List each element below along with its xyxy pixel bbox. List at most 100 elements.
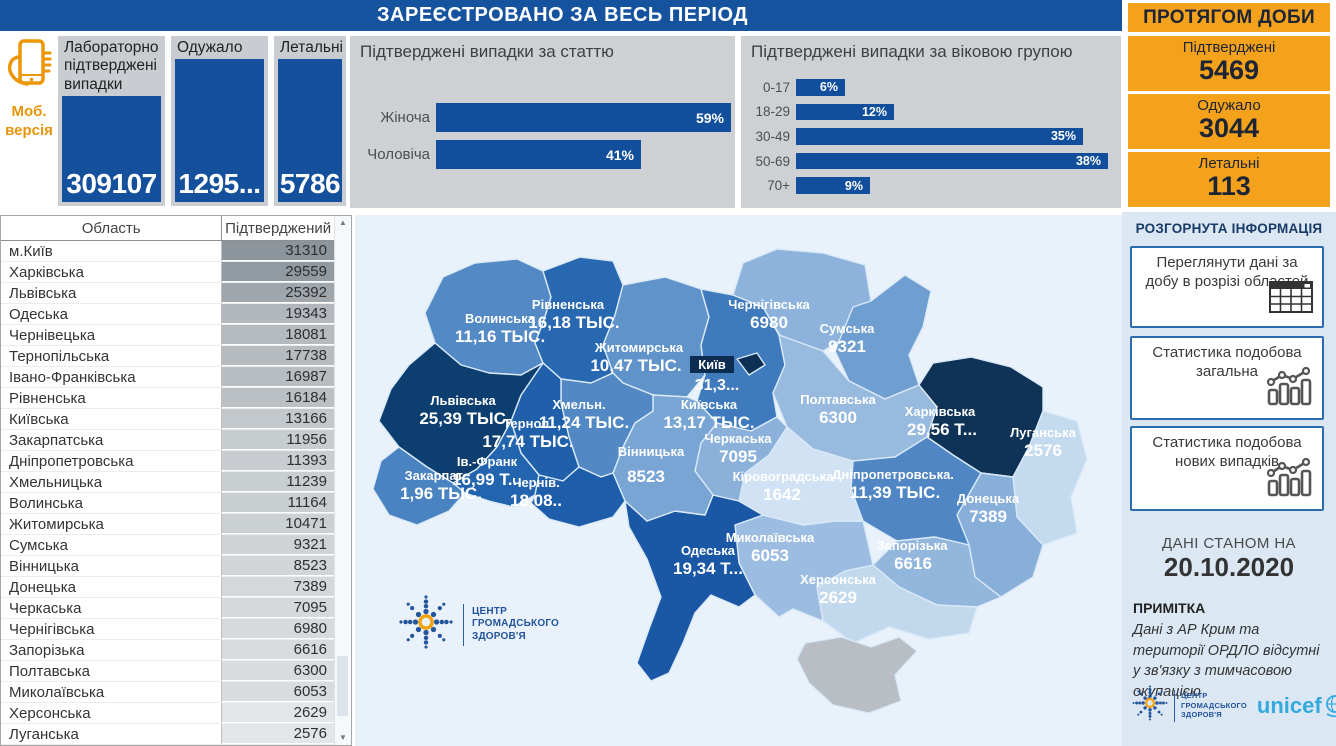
region-name-cell: Тернопільська	[1, 346, 222, 366]
table-row[interactable]: Тернопільська 17738	[1, 346, 334, 367]
table-row[interactable]: Одеська 19343	[1, 304, 334, 325]
combo-chart-icon	[1266, 457, 1314, 505]
map-label-name-zaporizhzhia: Запорізька	[877, 538, 949, 553]
column-header-confirmed[interactable]: Підтверджений	[225, 219, 332, 237]
map-region-luhansk[interactable]	[1012, 410, 1088, 546]
expanded-info-heading: РОЗГОРНУТА ІНФОРМАЦІЯ	[1135, 221, 1323, 236]
table-row[interactable]: Закарпатська 11956	[1, 430, 334, 451]
region-name-cell: Львівська	[1, 283, 222, 303]
map-region-sumy[interactable]	[834, 274, 932, 400]
map-label-name-kharkiv: Харківська	[905, 404, 976, 419]
table-row[interactable]: Дніпропетровська 11393	[1, 451, 334, 472]
logo-divider	[1174, 689, 1175, 722]
table-row[interactable]: Черкаська 7095	[1, 598, 334, 619]
table-scrollbar[interactable]: ▲ ▼	[334, 216, 351, 745]
stats-daily-new-button[interactable]: Статистика подобова нових випадків	[1130, 426, 1324, 511]
scrollbar-thumb[interactable]	[337, 656, 348, 716]
kpi-value: 309107	[62, 95, 161, 202]
table-row[interactable]: Луганська 2576	[1, 724, 334, 745]
confirmed-value-cell: 25392	[222, 283, 334, 303]
table-row[interactable]: Харківська 29559	[1, 262, 334, 283]
map-label-name-cherkasy: Черкаська	[705, 431, 773, 446]
kpi-card-recovered-total[interactable]: Одужало 1295...	[171, 36, 268, 206]
table-row[interactable]: Житомирська 10471	[1, 514, 334, 535]
table-row[interactable]: Івано-Франківська 16987	[1, 367, 334, 388]
scroll-up-icon[interactable]: ▲	[339, 218, 347, 227]
region-name-cell: Харківська	[1, 262, 222, 282]
bar-50-69[interactable]: 38%	[796, 152, 1108, 170]
confirmed-value-cell: 6053	[222, 682, 334, 702]
bar-18-29[interactable]: 12%	[796, 103, 894, 121]
kpi-card-confirmed-total[interactable]: Лабораторно підтверджені випадки 309107	[58, 36, 165, 206]
page-title: ЗАРЕЄСТРОВАНО ЗА ВЕСЬ ПЕРІОД	[377, 4, 748, 26]
map-label-value-kyiv-obl: 13,17 ТЫС.	[663, 413, 754, 432]
region-name-cell: Дніпропетровська	[1, 451, 222, 471]
region-name-cell: м.Київ	[1, 241, 222, 261]
map-label-value-dnipro: 11,39 ТЫС.	[850, 483, 940, 502]
confirmed-value-cell: 9321	[222, 535, 334, 555]
kpi-card-deaths-total[interactable]: Летальні 5786	[274, 36, 346, 206]
table-row[interactable]: Сумська 9321	[1, 535, 334, 556]
map-region-odesa[interactable]	[624, 494, 764, 682]
daily-card-value: 113	[1207, 171, 1251, 201]
confirmed-value-cell: 18081	[222, 325, 334, 345]
confirmed-value-cell: 6616	[222, 640, 334, 660]
phc-emblem-icon	[399, 595, 453, 649]
phc-emblem-icon	[1132, 685, 1168, 721]
combo-chart-icon	[1266, 366, 1314, 414]
table-row[interactable]: Волинська 11164	[1, 493, 334, 514]
region-name-cell: Херсонська	[1, 703, 222, 723]
region-name-cell: Івано-Франківська	[1, 367, 222, 387]
daily-card-deaths[interactable]: Летальні 113	[1128, 152, 1330, 207]
bar-0-17[interactable]: 6%	[796, 79, 845, 96]
bar-Жіноча[interactable]: 59%	[436, 103, 731, 132]
map-label-value-vinnytsia: 8523	[627, 467, 665, 486]
daily-card-confirmed[interactable]: Підтверджені 5469	[1128, 36, 1330, 91]
bar-value-label: 35%	[1050, 129, 1076, 144]
region-name-cell: Житомирська	[1, 514, 222, 534]
table-row[interactable]: Хмельницька 11239	[1, 472, 334, 493]
bar-70+[interactable]: 9%	[796, 177, 870, 194]
bar-row-Чоловіча: Чоловіча 41%	[356, 140, 641, 169]
map-label-value-donetsk: 7389	[969, 507, 1007, 526]
region-name-cell: Миколаївська	[1, 682, 222, 702]
table-row[interactable]: Полтавська 6300	[1, 661, 334, 682]
map-region-zakarpattia[interactable]	[372, 446, 466, 526]
map-region-crimea[interactable]	[796, 636, 918, 714]
confirmed-value-cell: 6300	[222, 661, 334, 681]
table-row[interactable]: Вінницька 8523	[1, 556, 334, 577]
bar-row-50-69: 50-69 38%	[747, 152, 1108, 170]
table-row[interactable]: Донецька 7389	[1, 577, 334, 598]
button-label: Статистика подобова загальна	[1152, 344, 1302, 380]
scroll-down-icon[interactable]: ▼	[339, 733, 347, 742]
bar-category-label: 18-29	[755, 104, 790, 120]
map-label-value-kherson: 2629	[819, 588, 857, 607]
age-chart-panel: Підтверджені випадки за віковою групою 0…	[741, 36, 1121, 208]
daily-card-recovered[interactable]: Одужало 3044	[1128, 94, 1330, 149]
table-row[interactable]: Чернігівська 6980	[1, 619, 334, 640]
stats-daily-total-button[interactable]: Статистика подобова загальна	[1130, 336, 1324, 420]
table-row[interactable]: Львівська 25392	[1, 283, 334, 304]
map-region-kyiv-city[interactable]	[736, 352, 766, 376]
daily-by-region-button[interactable]: Переглянути дані за добу в розрізі облас…	[1130, 246, 1324, 328]
mobile-version-link[interactable]: Моб. версія	[2, 38, 56, 208]
bar-category-label: Чоловіча	[367, 146, 430, 163]
column-header-region[interactable]: Область	[1, 216, 223, 240]
kyiv-callout-box[interactable]	[690, 356, 734, 373]
table-row[interactable]: Чернівецька 18081	[1, 325, 334, 346]
map-region-ivano-frankivsk[interactable]	[452, 420, 540, 508]
table-row[interactable]: Миколаївська 6053	[1, 682, 334, 703]
table-row[interactable]: Запорізька 6616	[1, 640, 334, 661]
gender-chart-panel: Підтверджені випадки за статтю Жіноча 59%…	[350, 36, 735, 208]
kpi-label: Одужало	[177, 39, 243, 56]
bar-Чоловіча[interactable]: 41%	[436, 140, 641, 169]
table-row[interactable]: Рівненська 16184	[1, 388, 334, 409]
table-row[interactable]: м.Київ 31310	[1, 241, 334, 262]
unicef-logo: unicef	[1257, 693, 1336, 719]
map-region-chernivtsi[interactable]	[530, 466, 626, 528]
bar-30-49[interactable]: 35%	[796, 128, 1083, 145]
table-row[interactable]: Херсонська 2629	[1, 703, 334, 724]
table-row[interactable]: Київська 13166	[1, 409, 334, 430]
logo-divider	[463, 603, 464, 646]
